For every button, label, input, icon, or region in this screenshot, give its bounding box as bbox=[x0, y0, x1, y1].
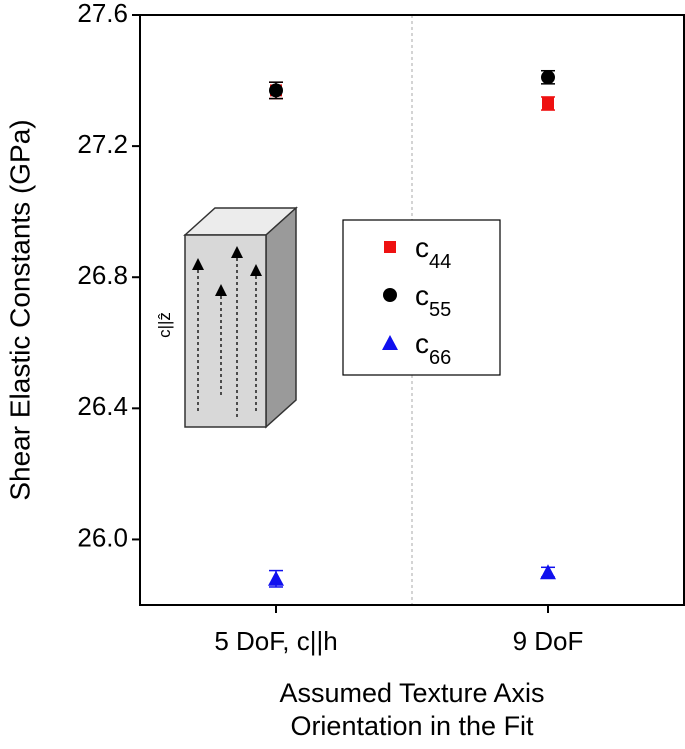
x-axis-label: Orientation in the Fit bbox=[290, 711, 534, 741]
x-tick-label: 5 DoF, c||h bbox=[214, 626, 337, 656]
y-tick-label: 27.6 bbox=[77, 0, 128, 28]
inset-diagram bbox=[183, 206, 298, 429]
data-point bbox=[268, 570, 284, 586]
inset-label: c||ẑ bbox=[155, 312, 174, 338]
legend-marker bbox=[384, 241, 396, 253]
y-tick-label: 26.8 bbox=[77, 260, 128, 290]
legend-box bbox=[342, 219, 501, 376]
data-point bbox=[540, 564, 556, 580]
data-point bbox=[541, 70, 555, 85]
legend-marker bbox=[383, 288, 397, 302]
x-tick-label: 9 DoF bbox=[513, 626, 584, 656]
y-tick-label: 27.2 bbox=[77, 129, 128, 159]
data-point bbox=[269, 83, 283, 98]
y-tick-label: 26.0 bbox=[77, 522, 128, 552]
y-axis-label: Shear Elastic Constants (GPa) bbox=[4, 119, 35, 500]
data-point bbox=[542, 97, 554, 110]
plot-frame bbox=[139, 14, 685, 606]
x-axis-label: Assumed Texture Axis bbox=[279, 678, 544, 708]
y-tick-label: 26.4 bbox=[77, 391, 128, 421]
legend-marker bbox=[382, 335, 398, 350]
